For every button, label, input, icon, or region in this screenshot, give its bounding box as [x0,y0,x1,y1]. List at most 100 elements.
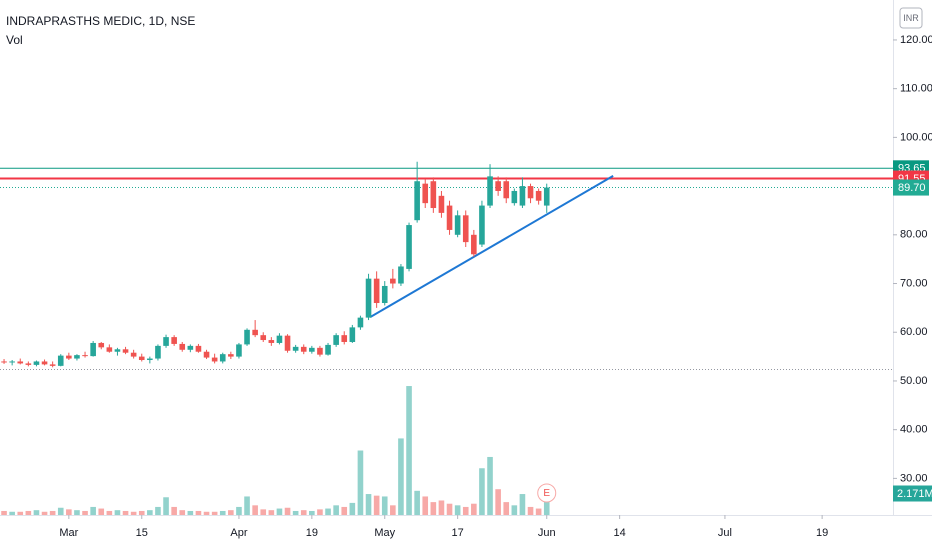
y-tick-label: 40.00 [900,424,928,436]
volume-bar [1,510,7,515]
candle-body [244,329,250,345]
x-tick-label: 15 [136,527,148,539]
volume-bar [349,502,356,515]
candle-body [430,181,437,209]
candle-body [195,345,202,352]
volume-bar [390,505,396,515]
candle-body [309,347,315,352]
price-lines [0,167,893,319]
volume-bar [325,508,331,515]
candle-body [454,215,461,235]
volume-bar [446,503,453,515]
candle-body [138,356,145,361]
currency-label: INR [903,13,919,23]
volume-bar [333,505,339,515]
y-tick-label: 70.00 [900,277,928,289]
candle-body [276,335,283,343]
volume-bar [422,496,429,515]
candle-body [325,344,331,355]
volume-bar [211,511,218,515]
candle-body [487,176,493,206]
volume-bar [98,508,105,515]
candle-body [398,266,404,284]
candle-body [9,361,15,363]
volume-bar [341,506,348,515]
volume-bar [138,510,145,515]
volume-bar [25,510,32,515]
candle-body [422,183,429,204]
candle-body [527,186,534,199]
candle-body [300,346,307,352]
currency-button[interactable] [899,7,923,29]
x-tick-label: Apr [230,527,247,539]
x-tick-label: Jul [718,527,732,539]
candle-body [114,349,121,352]
volume-bar [543,497,550,515]
candle-body [74,355,80,359]
volume-bar [9,511,15,515]
volume-bar [381,496,388,515]
y-tick-label: 50.00 [900,375,928,387]
candle-body [349,327,356,342]
price-label-box [893,179,929,196]
x-tick-label: 19 [816,527,828,539]
x-tick-label: 19 [306,527,318,539]
volume-bar [300,510,307,515]
grid [68,39,897,519]
volume-bar [114,510,121,515]
volume-bar [57,507,64,515]
earnings-marker-label: E [543,488,550,499]
candle-body [252,329,258,336]
y-tick-label: 120.00 [900,34,932,46]
candle-body [106,347,113,352]
volume-bar [398,438,404,515]
y-tick-label: 80.00 [900,229,928,241]
volume-bar [462,506,469,515]
x-tick-label: Mar [59,527,78,539]
volume-bar [252,505,258,515]
volume-pane [1,386,550,515]
volume-bar [365,494,372,515]
candle-body [98,342,105,348]
candle-body [228,354,234,357]
candle-body [292,346,299,351]
volume-bar [195,510,202,515]
candle-body [438,195,445,213]
candle-body [41,361,48,365]
candle-body [519,186,526,206]
candle-body [155,345,161,359]
volume-bar [187,510,194,515]
candle-body [171,337,177,344]
y-tick-label: 110.00 [900,83,932,95]
volume-bar [519,494,526,515]
volume-bar [527,506,534,515]
candle-body [163,337,169,346]
candle-body [33,361,40,365]
volume-bar [454,505,461,515]
chart-title: INDRAPRASTHS MEDIC, 1D, NSE [6,14,195,28]
candle-body [341,335,348,342]
volume-bar [163,497,169,515]
volume-bar [106,510,113,515]
axis-labels: 30.0040.0050.0060.0070.0080.0090.00100.0… [59,34,932,539]
earnings-marker[interactable] [537,483,557,503]
candle-body [130,352,137,357]
volume-bar [171,506,177,515]
volume-bar [284,507,291,515]
volume-bar [276,508,283,515]
candle-body [357,317,364,328]
candle-body [365,278,372,318]
volume-bar [511,505,518,515]
volume-bar [41,511,48,515]
volume-bar [430,502,437,515]
candle-body [381,285,388,304]
volume-bar [49,510,56,515]
candle-body [511,190,518,204]
volume-bar [479,468,485,515]
x-tick-label: 14 [614,527,626,539]
volume-bar [292,510,299,515]
volume-bar [122,510,129,515]
volume-bar [487,456,493,515]
